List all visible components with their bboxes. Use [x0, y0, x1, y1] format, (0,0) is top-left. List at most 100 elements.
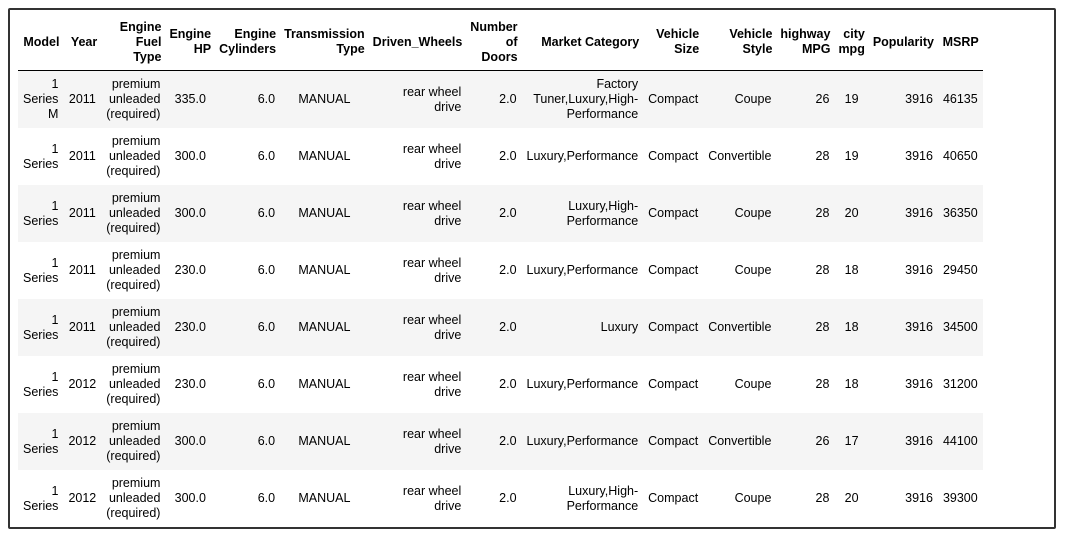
- column-header: MSRP: [937, 14, 983, 71]
- table-cell: Convertible: [703, 299, 777, 356]
- table-cell: 46135: [937, 70, 983, 128]
- table-cell: rear wheel drive: [368, 128, 467, 185]
- table-cell: MANUAL: [280, 413, 369, 470]
- table-cell: 2011: [63, 299, 102, 356]
- table-cell: MANUAL: [280, 242, 369, 299]
- table-cell: Compact: [643, 413, 704, 470]
- table-cell: Coupe: [703, 185, 777, 242]
- table-cell: 300.0: [165, 185, 216, 242]
- table-cell: rear wheel drive: [368, 356, 467, 413]
- table-row: 1 Series 2011 premium unleaded (required) 2…: [18, 242, 983, 299]
- column-header: Market Category: [521, 14, 644, 71]
- table-cell: 6.0: [215, 185, 281, 242]
- table-cell: 3916: [868, 299, 938, 356]
- column-header: Vehicle Style: [703, 14, 777, 71]
- column-header: Vehicle Size: [643, 14, 704, 71]
- column-header: Model: [18, 14, 64, 71]
- table-cell: 2011: [63, 242, 102, 299]
- table-cell: Coupe: [703, 242, 777, 299]
- table-cell: MANUAL: [280, 470, 369, 527]
- table-cell: MANUAL: [280, 299, 369, 356]
- table-cell: rear wheel drive: [368, 70, 467, 128]
- table-cell: 1 Series: [18, 356, 64, 413]
- table-cell: 1 Series: [18, 299, 64, 356]
- table-header: Model Year Engine Fuel Type Engine HP Engine…: [18, 14, 983, 71]
- table-cell: 230.0: [165, 356, 216, 413]
- table-cell: 40650: [937, 128, 983, 185]
- table-cell: 2012: [63, 470, 102, 527]
- table-cell: MANUAL: [280, 356, 369, 413]
- table-cell: Factory Tuner,Luxury,High- Performance: [521, 70, 644, 128]
- table-cell: 26: [776, 70, 835, 128]
- column-header: Engine Cylinders: [215, 14, 281, 71]
- table-cell: 300.0: [165, 128, 216, 185]
- table-cell: Compact: [643, 128, 704, 185]
- table-cell: MANUAL: [280, 185, 369, 242]
- table-cell: Compact: [643, 185, 704, 242]
- column-header: Engine Fuel Type: [101, 14, 166, 71]
- table-cell: 6.0: [215, 299, 281, 356]
- table-cell: Luxury: [521, 299, 644, 356]
- table-cell: 2.0: [466, 299, 522, 356]
- table-cell: 29450: [937, 242, 983, 299]
- column-header: Number of Doors: [466, 14, 522, 71]
- table-cell: Luxury,High- Performance: [521, 470, 644, 527]
- table-cell: premium unleaded (required): [101, 242, 166, 299]
- dataframe-container: Model Year Engine Fuel Type Engine HP Engine…: [8, 8, 1056, 529]
- table-cell: 34500: [937, 299, 983, 356]
- table-cell: 6.0: [215, 356, 281, 413]
- table-cell: 18: [834, 242, 869, 299]
- table-cell: Compact: [643, 242, 704, 299]
- table-cell: 3916: [868, 413, 938, 470]
- table-cell: 6.0: [215, 70, 281, 128]
- table-cell: premium unleaded (required): [101, 413, 166, 470]
- table-cell: 300.0: [165, 470, 216, 527]
- column-header: Transmission Type: [280, 14, 369, 71]
- table-cell: Coupe: [703, 470, 777, 527]
- table-cell: premium unleaded (required): [101, 128, 166, 185]
- table-cell: 1 Series: [18, 470, 64, 527]
- table-cell: 3916: [868, 242, 938, 299]
- table-cell: 20: [834, 470, 869, 527]
- table-row: 1 Series M 2011 premium unleaded (required…: [18, 70, 983, 128]
- table-cell: 335.0: [165, 70, 216, 128]
- table-cell: 28: [776, 128, 835, 185]
- table-cell: 1 Series: [18, 128, 64, 185]
- table-cell: 2.0: [466, 470, 522, 527]
- table-row: 1 Series 2012 premium unleaded (required) 2…: [18, 356, 983, 413]
- table-body: 1 Series M 2011 premium unleaded (required…: [18, 70, 983, 527]
- table-row: 1 Series 2011 premium unleaded (required) 3…: [18, 185, 983, 242]
- table-cell: premium unleaded (required): [101, 470, 166, 527]
- column-header: Driven_Wheels: [368, 14, 467, 71]
- table-cell: 19: [834, 128, 869, 185]
- table-cell: 6.0: [215, 242, 281, 299]
- table-row: 1 Series 2012 premium unleaded (required) 3…: [18, 470, 983, 527]
- table-cell: rear wheel drive: [368, 185, 467, 242]
- table-cell: Luxury,Performance: [521, 128, 644, 185]
- table-cell: 300.0: [165, 413, 216, 470]
- table-cell: 19: [834, 70, 869, 128]
- table-cell: Compact: [643, 356, 704, 413]
- table-cell: 2012: [63, 413, 102, 470]
- table-cell: 3916: [868, 128, 938, 185]
- table-cell: 28: [776, 356, 835, 413]
- table-cell: 31200: [937, 356, 983, 413]
- table-cell: 28: [776, 470, 835, 527]
- table-cell: Compact: [643, 70, 704, 128]
- table-cell: MANUAL: [280, 128, 369, 185]
- table-cell: Luxury,High- Performance: [521, 185, 644, 242]
- table-cell: 17: [834, 413, 869, 470]
- table-cell: Luxury,Performance: [521, 413, 644, 470]
- table-cell: 3916: [868, 185, 938, 242]
- table-cell: rear wheel drive: [368, 299, 467, 356]
- table-cell: Coupe: [703, 70, 777, 128]
- table-cell: Convertible: [703, 413, 777, 470]
- table-cell: 230.0: [165, 299, 216, 356]
- table-cell: 26: [776, 413, 835, 470]
- table-cell: 1 Series: [18, 242, 64, 299]
- table-cell: 6.0: [215, 128, 281, 185]
- table-row: 1 Series 2011 premium unleaded (required) 2…: [18, 299, 983, 356]
- table-cell: 2.0: [466, 128, 522, 185]
- table-cell: 6.0: [215, 470, 281, 527]
- column-header: Engine HP: [165, 14, 216, 71]
